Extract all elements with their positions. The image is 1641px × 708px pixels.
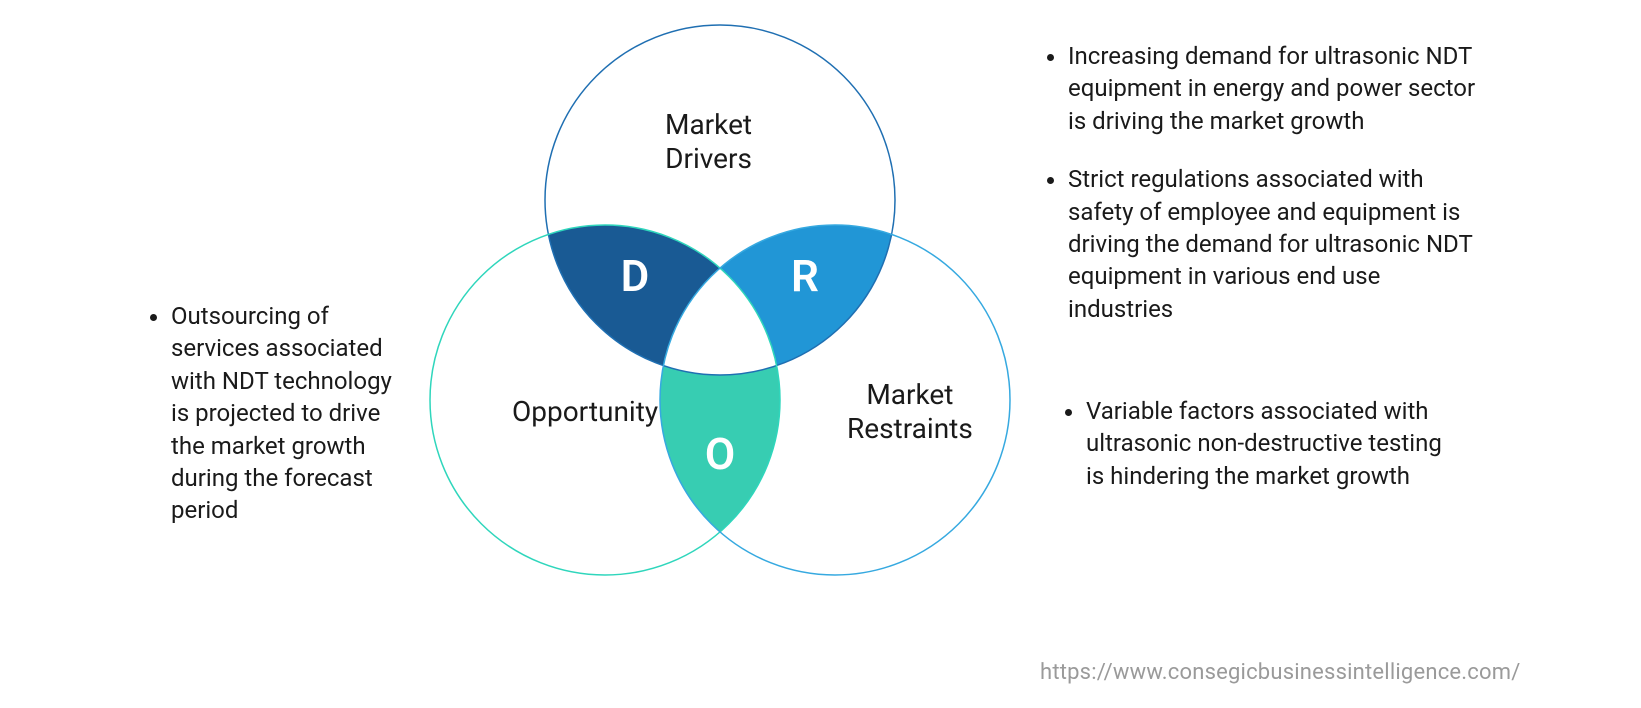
bullet-item: Strict regulations associated with safet…	[1068, 163, 1487, 325]
bullets-opportunity: Outsourcing of services associated with …	[145, 300, 400, 553]
venn-label-restraints: MarketRestraints	[847, 378, 973, 445]
bullet-item: Increasing demand for ultrasonic NDT equ…	[1068, 40, 1487, 137]
bullet-item: Outsourcing of services associated with …	[171, 300, 400, 527]
footer-source-url: https://www.consegicbusinessintelligence…	[1040, 660, 1521, 685]
venn-letter-R: R	[775, 250, 835, 302]
bullets-drivers: Increasing demand for ultrasonic NDT equ…	[1042, 40, 1487, 351]
venn-letter-D: D	[605, 250, 665, 302]
venn-label-drivers: MarketDrivers	[665, 108, 752, 175]
venn-letter-O: O	[690, 428, 750, 480]
bullet-item: Variable factors associated with ultraso…	[1086, 395, 1455, 492]
venn-label-opportunity: Opportunity	[512, 395, 658, 429]
infographic-canvas: MarketDrivers Opportunity MarketRestrain…	[0, 0, 1641, 708]
bullets-restraints: Variable factors associated with ultraso…	[1060, 395, 1455, 518]
